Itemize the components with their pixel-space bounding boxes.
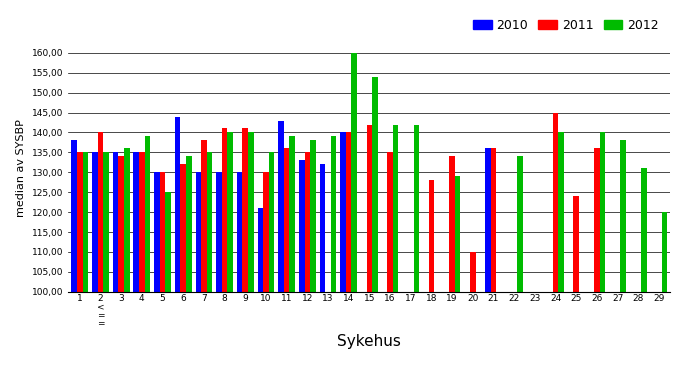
Bar xyxy=(372,77,378,292)
Bar xyxy=(133,152,139,292)
Bar xyxy=(186,156,192,292)
Bar xyxy=(139,152,144,292)
Bar xyxy=(124,148,129,292)
Bar xyxy=(237,172,242,292)
Bar xyxy=(160,172,166,292)
Bar xyxy=(594,148,600,292)
Bar xyxy=(387,152,393,292)
Bar xyxy=(278,120,284,292)
Bar xyxy=(304,152,310,292)
Bar xyxy=(414,125,419,292)
Bar xyxy=(154,172,160,292)
Bar xyxy=(455,176,460,292)
Bar xyxy=(222,129,227,292)
Bar xyxy=(284,148,289,292)
Bar xyxy=(346,132,352,292)
Bar xyxy=(118,156,124,292)
Bar xyxy=(310,140,316,292)
Bar xyxy=(517,156,523,292)
Bar xyxy=(71,140,77,292)
Bar xyxy=(641,168,646,292)
Bar xyxy=(77,152,83,292)
Bar xyxy=(553,113,558,292)
Y-axis label: median av SYSBP: median av SYSBP xyxy=(16,119,27,217)
Bar xyxy=(175,117,181,292)
X-axis label: Sykehus: Sykehus xyxy=(337,334,402,349)
Bar xyxy=(289,137,295,292)
Bar xyxy=(196,172,201,292)
Bar xyxy=(263,172,269,292)
Bar xyxy=(573,196,579,292)
Bar xyxy=(331,137,337,292)
Bar xyxy=(319,164,325,292)
Bar xyxy=(490,148,497,292)
Bar xyxy=(620,140,626,292)
Bar xyxy=(558,132,564,292)
Bar xyxy=(393,125,398,292)
Bar xyxy=(352,53,357,292)
Bar xyxy=(242,129,248,292)
Bar xyxy=(98,132,103,292)
Bar xyxy=(341,132,346,292)
Bar xyxy=(470,252,475,292)
Bar xyxy=(144,137,150,292)
Bar xyxy=(83,152,88,292)
Bar xyxy=(207,152,212,292)
Bar xyxy=(269,152,274,292)
Bar xyxy=(92,152,98,292)
Bar xyxy=(485,148,490,292)
Bar xyxy=(166,192,171,292)
Bar xyxy=(113,152,118,292)
Bar xyxy=(367,125,372,292)
Bar xyxy=(449,156,455,292)
Bar xyxy=(103,152,109,292)
Bar xyxy=(216,172,222,292)
Legend: 2010, 2011, 2012: 2010, 2011, 2012 xyxy=(468,14,664,37)
Bar xyxy=(258,208,263,292)
Bar xyxy=(661,212,668,292)
Bar xyxy=(181,164,186,292)
Bar xyxy=(600,132,605,292)
Bar xyxy=(227,132,233,292)
Bar xyxy=(429,180,434,292)
Bar xyxy=(248,132,254,292)
Bar xyxy=(299,160,304,292)
Bar xyxy=(201,140,207,292)
